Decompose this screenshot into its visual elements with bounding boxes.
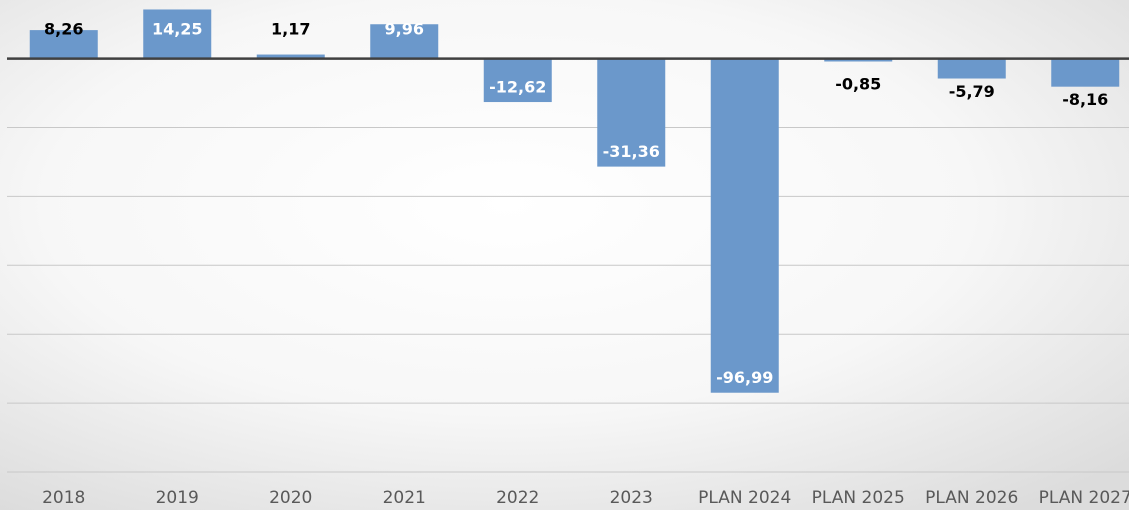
data-label: 9,96 xyxy=(385,20,424,39)
bar xyxy=(256,54,325,59)
x-tick-label: PLAN 2025 xyxy=(812,488,905,508)
x-tick-label: 2022 xyxy=(496,488,539,508)
x-tick-label: 2023 xyxy=(610,488,653,508)
bar xyxy=(370,24,439,59)
x-tick-label: PLAN 2027 xyxy=(1039,488,1129,508)
x-tick-label: PLAN 2024 xyxy=(698,488,791,508)
bar xyxy=(29,30,98,59)
bar xyxy=(937,58,1006,79)
data-label: -5,79 xyxy=(949,82,995,101)
data-label: -96,99 xyxy=(716,368,773,387)
data-label: 8,26 xyxy=(44,20,83,39)
data-label: -8,16 xyxy=(1062,90,1108,109)
bar xyxy=(710,58,779,393)
x-tick-label: 2019 xyxy=(156,488,199,508)
x-tick-label: PLAN 2026 xyxy=(925,488,1018,508)
bar xyxy=(824,58,893,62)
data-label: -12,62 xyxy=(489,78,546,97)
bar xyxy=(1051,58,1120,87)
x-tick-label: 2021 xyxy=(383,488,426,508)
x-tick-label: 2018 xyxy=(42,488,85,508)
data-label: 14,25 xyxy=(152,20,203,39)
data-label: -31,36 xyxy=(603,142,660,161)
bar xyxy=(143,9,212,59)
bar xyxy=(597,58,666,167)
x-tick-label: 2020 xyxy=(269,488,312,508)
data-label: -0,85 xyxy=(835,75,881,94)
bar xyxy=(483,58,552,103)
data-label: 1,17 xyxy=(271,20,310,39)
